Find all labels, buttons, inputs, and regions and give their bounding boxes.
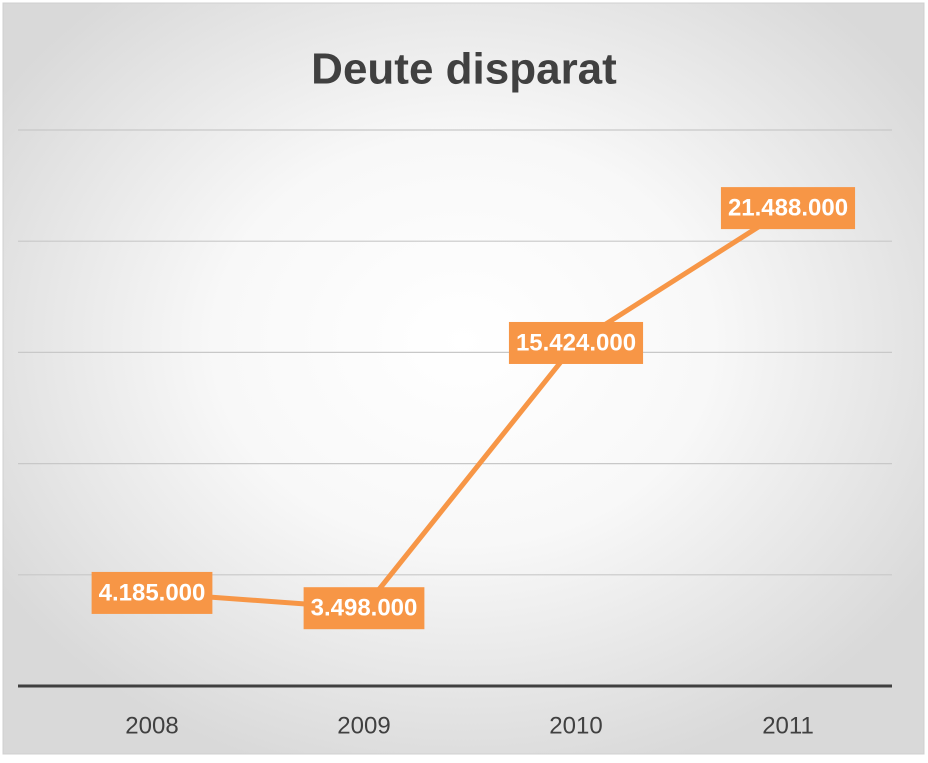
x-tick-label: 2009 [337, 712, 390, 739]
data-label-text: 3.498.000 [311, 595, 418, 622]
data-label-box [91, 571, 213, 614]
data-label: 21.488.000 [720, 187, 856, 230]
line [151, 205, 790, 611]
data-label-text: 4.185.000 [99, 579, 206, 606]
data-label-text: 21.488.000 [728, 194, 848, 221]
data-label: 15.424.000 [508, 321, 644, 364]
chart-title: Deute disparat [311, 45, 617, 94]
data-label-box [720, 187, 856, 230]
x-tick-label: 2008 [125, 712, 178, 739]
x-tick-label: 2011 [762, 712, 814, 739]
x-tick-label: 2010 [549, 712, 602, 739]
data-label: 4.185.000 [91, 571, 213, 614]
data-label-box [303, 587, 425, 630]
data-label-box [508, 321, 644, 364]
data-label: 3.498.000 [303, 587, 425, 630]
data-label-text: 15.424.000 [516, 329, 636, 356]
